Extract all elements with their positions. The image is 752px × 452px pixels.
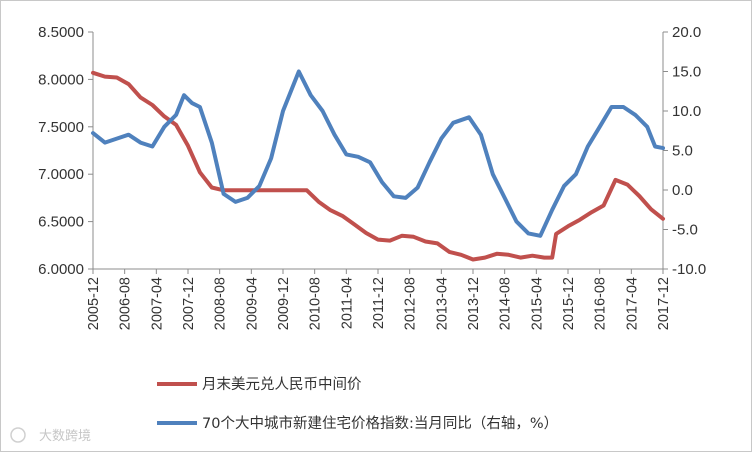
x-tick-label: 2011-12 [371,277,387,329]
series-line-housing-index [91,69,665,238]
axes [92,32,664,270]
left-axis-ticks: 6.0000 6.5000 7.0000 7.5000 8.0000 8.5000 [38,24,93,278]
watermark-logo-icon [10,427,26,443]
x-tick-label: 2015-04 [529,277,545,330]
x-tick-label: 2016-08 [593,277,609,330]
left-tick-label: 8.0000 [38,71,84,88]
x-tick-label: 2009-04 [244,277,260,330]
legend: 月末美元兑人民币中间价 70个大中城市新建住宅价格指数:当月同比（右轴，%） [157,376,558,432]
x-tick-label: 2008-08 [213,277,229,330]
x-tick-label: 2017-12 [656,277,672,330]
left-tick-label: 8.5000 [38,24,84,41]
x-tick-label: 2014-08 [498,277,514,330]
x-tick-label: 2017-04 [624,277,640,330]
x-tick-label: 2009-12 [276,277,292,330]
watermark-text: 大数跨境 [39,429,91,444]
x-tick-label: 2012-08 [403,277,419,330]
x-tick-label: 2013-04 [434,277,450,330]
right-tick-label: -10.0 [672,261,706,278]
x-tick-label: 2011-04 [339,277,355,329]
x-axis-ticks: 2005-12 2006-08 2007-04 2007-12 2008-08 2009-… [86,269,672,330]
right-tick-label: 15.0 [672,64,701,81]
x-tick-label: 2015-12 [561,277,577,330]
left-tick-label: 6.0000 [38,261,84,278]
right-tick-label: 5.0 [672,143,693,160]
x-tick-label: 2006-08 [118,277,134,330]
x-tick-label: 2013-12 [466,277,482,330]
series-lines [91,69,665,262]
x-tick-label: 2007-12 [181,277,197,330]
series-line-exchange-rate [91,70,665,262]
left-tick-label: 7.0000 [38,166,84,183]
watermark: 大数跨境 [10,427,91,444]
right-tick-label: 20.0 [672,24,701,41]
x-tick-label: 2007-04 [149,277,165,330]
x-tick-label: 2005-12 [86,277,102,330]
legend-label-exchange-rate: 月末美元兑人民币中间价 [202,376,362,393]
left-tick-label: 6.5000 [38,214,84,231]
right-tick-label: 10.0 [672,103,701,120]
legend-label-housing-index: 70个大中城市新建住宅价格指数:当月同比（右轴，%） [202,415,558,432]
x-tick-label: 2010-08 [308,277,324,330]
right-axis-ticks: -10.0 -5.0 0.0 5.0 10.0 15.0 20.0 [663,24,706,278]
right-tick-label: -5.0 [672,222,698,239]
left-tick-label: 7.5000 [38,119,84,136]
right-tick-label: 0.0 [672,182,693,199]
